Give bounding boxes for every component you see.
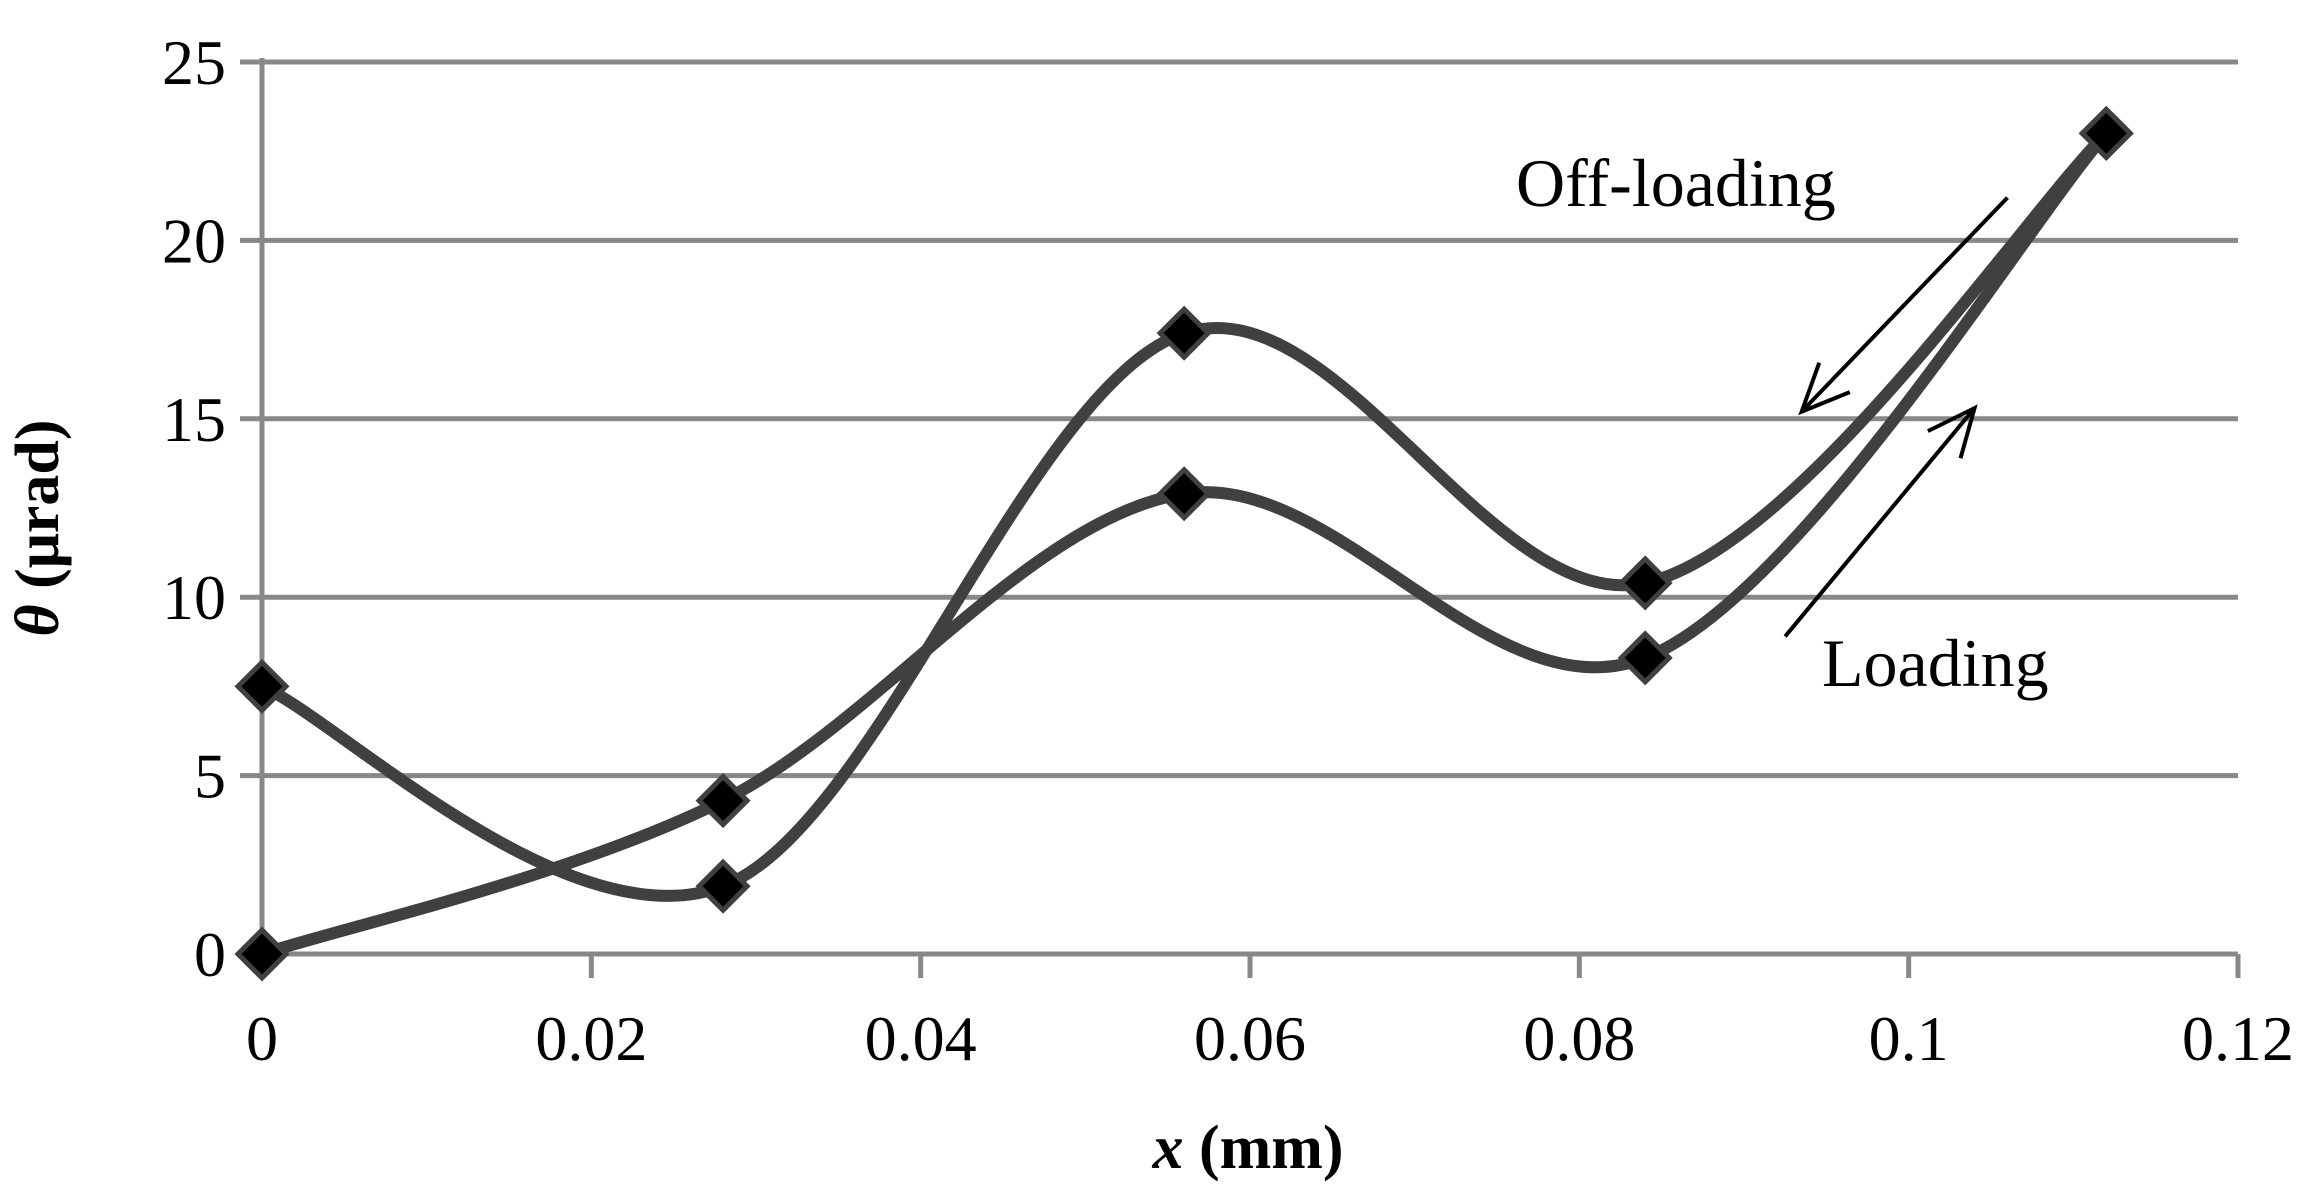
data-point-off-loading [695, 858, 751, 914]
data-point-off-loading [2078, 105, 2134, 161]
y-tick-label: 25 [162, 27, 226, 98]
grid-lines [262, 59, 2238, 779]
off-loading-arrow-head [1798, 362, 1851, 416]
y-tick-label: 0 [194, 919, 226, 990]
x-tick-label: 0.02 [535, 1003, 647, 1074]
y-tick-label: 5 [194, 741, 226, 812]
off-loading-arrow [1800, 196, 2009, 414]
y-tick-label: 15 [162, 384, 226, 455]
data-point-off-loading [1617, 555, 1673, 611]
y-tick-label: 20 [162, 205, 226, 276]
data-point-off-loading [1156, 305, 1212, 361]
x-tick-label: 0.08 [1523, 1003, 1635, 1074]
x-tick-label: 0.06 [1194, 1003, 1306, 1074]
x-tick-label: 0.12 [2182, 1003, 2294, 1074]
loading-arrow-head [1927, 404, 1978, 459]
x-tick-label: 0 [246, 1003, 278, 1074]
loading-label: Loading [1822, 625, 2049, 701]
series-group [234, 105, 2134, 982]
x-tick-label: 0.1 [1869, 1003, 1949, 1074]
annotations: Off-loading Loading [1516, 145, 2049, 701]
data-point-off-loading [234, 658, 290, 714]
x-tick-label: 0.04 [865, 1003, 977, 1074]
loading-arrow [1783, 406, 1977, 638]
off-loading-label: Off-loading [1516, 145, 1836, 221]
data-point-loading [695, 773, 751, 829]
y-tick-label: 10 [162, 562, 226, 633]
tick-labels: 0 5 10 15 20 25 0 0.02 0.04 0.06 0.08 0.1 0.12 [162, 27, 2294, 1074]
x-axis-title: x (mm) [1151, 1114, 1343, 1182]
axes [240, 58, 2241, 978]
series-line-loading [256, 127, 2113, 960]
data-point-loading [1156, 466, 1212, 522]
data-point-loading [234, 926, 290, 982]
data-point-loading [1617, 630, 1673, 686]
y-axis-title: θ (μrad) [4, 419, 72, 636]
